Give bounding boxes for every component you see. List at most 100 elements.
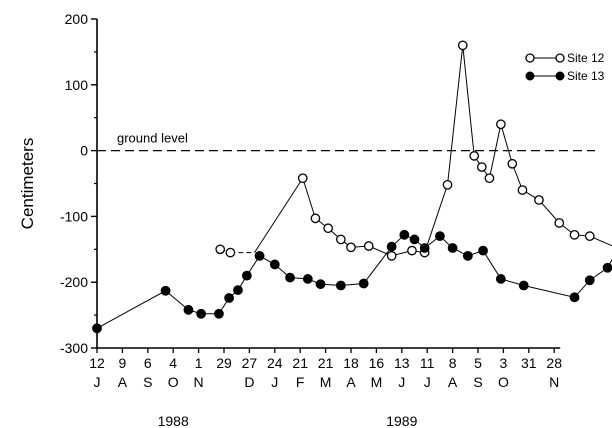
site-13-point bbox=[241, 270, 252, 281]
x-tick-day-label: 5 bbox=[474, 355, 482, 371]
x-tick-day-label: 13 bbox=[394, 355, 410, 371]
site-13-point bbox=[495, 274, 506, 284]
legend-site-13-marker bbox=[555, 71, 565, 81]
x-tick-day-label: 16 bbox=[369, 355, 385, 371]
x-tick-month-label: J bbox=[424, 374, 431, 390]
site-12-point bbox=[297, 173, 308, 184]
site-12-point bbox=[534, 195, 544, 205]
site-13-point bbox=[302, 274, 313, 284]
site-12-point bbox=[484, 173, 495, 184]
site-12-point bbox=[496, 119, 506, 130]
x-tick-month-label: J bbox=[94, 374, 101, 390]
site-13-point bbox=[183, 304, 194, 315]
site-13-point bbox=[447, 243, 458, 253]
y-axis-label: Centimeters bbox=[18, 138, 37, 230]
year-label: 1989 bbox=[386, 413, 417, 428]
site-13-point bbox=[315, 279, 326, 290]
site-13-point bbox=[254, 250, 265, 261]
x-tick-month-label: N bbox=[549, 374, 559, 390]
x-tick-day-label: 12 bbox=[89, 355, 105, 371]
x-tick-month-label: F bbox=[296, 374, 305, 390]
site-12-point bbox=[442, 179, 453, 190]
site-12-segment bbox=[254, 177, 304, 253]
legend-site-12-marker bbox=[525, 53, 535, 63]
x-tick-day-label: 24 bbox=[267, 355, 283, 371]
site-13-point bbox=[285, 272, 295, 283]
site-12-point bbox=[335, 234, 346, 245]
site-13-point bbox=[569, 292, 580, 303]
y-tick-label: 200 bbox=[65, 11, 89, 27]
site-13-point bbox=[602, 262, 612, 273]
site-12-point bbox=[457, 40, 468, 51]
site-13-point bbox=[92, 323, 102, 334]
x-tick-day-label: 29 bbox=[216, 355, 232, 371]
legend-site-13-label: Site 13 bbox=[567, 69, 605, 83]
site-12-point bbox=[386, 251, 397, 261]
x-tick-day-label: 21 bbox=[318, 355, 334, 371]
x-tick-month-label: J bbox=[398, 374, 405, 390]
site-12-point bbox=[554, 218, 565, 228]
y-tick-label: -200 bbox=[60, 274, 88, 290]
site-13-point bbox=[386, 241, 397, 252]
x-tick-month-label: A bbox=[346, 374, 356, 390]
site-12-point bbox=[517, 185, 528, 195]
site-13-point bbox=[518, 280, 529, 291]
site-13-point bbox=[335, 280, 346, 291]
x-tick-month-label: S bbox=[143, 374, 152, 390]
site-12-point bbox=[225, 247, 236, 258]
legend: Site 12 Site 13 bbox=[525, 51, 605, 83]
x-tick-month-label: S bbox=[473, 374, 482, 390]
x-tick-month-label: N bbox=[194, 374, 204, 390]
site-12-point bbox=[323, 223, 333, 234]
site-13-point bbox=[233, 285, 243, 295]
site-13-point bbox=[435, 231, 445, 242]
x-tick-day-label: 21 bbox=[292, 355, 308, 371]
site-13-point bbox=[196, 308, 207, 319]
site-12-point bbox=[346, 242, 356, 253]
x-tick-month-label: J bbox=[271, 374, 278, 390]
x-tick-day-label: 28 bbox=[546, 355, 562, 371]
legend-site-12-label: Site 12 bbox=[567, 51, 605, 65]
x-tick-month-label: A bbox=[448, 374, 458, 390]
x-tick-month-label: A bbox=[118, 374, 128, 390]
site-13-point bbox=[399, 229, 410, 240]
y-tick-label: 100 bbox=[65, 77, 89, 93]
x-tick-day-label: 11 bbox=[420, 355, 435, 371]
site-13-point bbox=[419, 243, 430, 253]
x-tick-day-label: 27 bbox=[242, 355, 258, 371]
site-12-point bbox=[363, 241, 374, 251]
x-tick-day-label: 18 bbox=[343, 355, 359, 371]
y-tick-label: 0 bbox=[80, 143, 88, 159]
year-label: 1988 bbox=[158, 413, 189, 428]
site-13-point bbox=[358, 278, 369, 289]
legend-site-13-marker bbox=[525, 71, 535, 81]
site-12-point bbox=[310, 213, 321, 224]
site-13-point bbox=[214, 308, 224, 319]
x-tick-day-label: 1 bbox=[195, 355, 203, 371]
site-12-point bbox=[469, 151, 480, 161]
site-12-point bbox=[215, 244, 226, 255]
site-12-point bbox=[569, 229, 580, 240]
x-tick-day-label: 4 bbox=[169, 355, 177, 371]
x-tick-month-label: O bbox=[168, 374, 179, 390]
y-tick-label: -300 bbox=[60, 340, 88, 356]
site-12-point bbox=[507, 158, 518, 169]
x-tick-day-label: 3 bbox=[500, 355, 508, 371]
site-13-point bbox=[269, 259, 280, 270]
legend-site-12-marker bbox=[555, 53, 565, 63]
x-tick-month-label: M bbox=[371, 374, 383, 390]
site-13-point bbox=[224, 293, 234, 303]
x-tick-day-label: 8 bbox=[449, 355, 457, 371]
site-12-point bbox=[584, 231, 595, 241]
x-tick-month-label: M bbox=[320, 374, 332, 390]
ground-level-line: ground level bbox=[97, 131, 595, 152]
axes: 2001000-100-200-300Centimeters12J9A6S4O1… bbox=[18, 11, 562, 428]
site-13-point bbox=[409, 234, 420, 245]
x-tick-month-label: O bbox=[498, 374, 509, 390]
x-tick-day-label: 6 bbox=[144, 355, 152, 371]
site-13-point bbox=[462, 250, 473, 261]
site-12-point bbox=[407, 245, 417, 256]
series-site-13 bbox=[92, 229, 612, 334]
x-tick-day-label: 31 bbox=[521, 355, 537, 371]
